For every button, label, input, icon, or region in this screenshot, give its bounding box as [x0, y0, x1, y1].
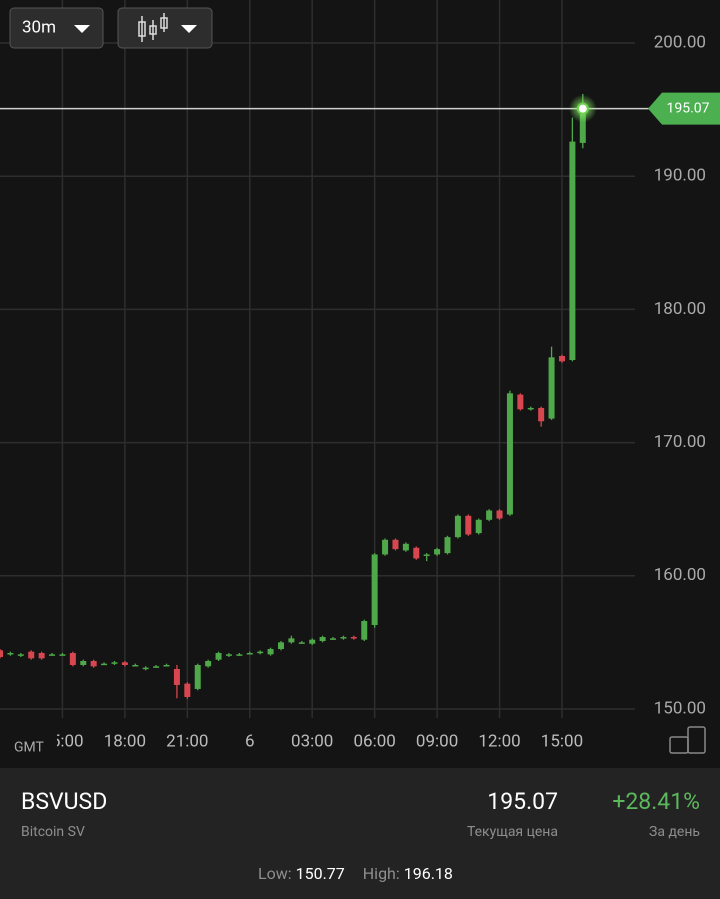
button-bg [9, 7, 104, 49]
candle-body [173, 668, 180, 685]
price-tag-label: 195.07 [666, 100, 709, 116]
candle-body [267, 649, 274, 655]
low: 150.77 [295, 864, 345, 883]
x-tick-label: 18:00 [104, 731, 146, 751]
candle-body [465, 515, 472, 535]
candle-body [205, 660, 212, 667]
candle-body [558, 356, 565, 362]
change-caption: За день [649, 824, 700, 840]
candle-body [17, 654, 24, 656]
x-tick-label: 21:00 [166, 731, 208, 751]
x-tick-label: 15:00 [41, 731, 83, 751]
dropdown-arrow [74, 25, 90, 33]
dropdown-arrow [181, 25, 197, 33]
candle-body [90, 660, 97, 667]
candle-body [142, 667, 149, 670]
y-tick-label: 170.00 [654, 432, 706, 452]
candle-body [49, 654, 56, 656]
price-caption: Текущая цена [466, 824, 558, 840]
candle-body [496, 510, 503, 519]
candle-body [309, 639, 316, 644]
candle-body [413, 547, 420, 559]
candle-body [80, 660, 87, 665]
candle-body [277, 642, 284, 650]
y-tick-label: 200.00 [654, 33, 706, 53]
candle-body [28, 651, 35, 659]
y-tick-label: 180.00 [654, 299, 706, 319]
candle-body [153, 666, 160, 668]
candle-body [246, 653, 253, 655]
price: 195.07 [487, 788, 558, 815]
candle-body [7, 653, 14, 655]
candle-body [548, 357, 555, 419]
chart: 150.00 160.00 170.00 180.00 190.00 200.00 15:… [0, 0, 720, 756]
x-tick-label: 03:00 [291, 731, 333, 751]
candle-body [538, 407, 545, 422]
x-tick-label: 12:00 [478, 731, 520, 751]
candle-body [423, 554, 430, 556]
candle-body [382, 539, 389, 555]
rotate-icon[interactable] [669, 726, 706, 754]
x-tick-label: 09:00 [416, 731, 458, 751]
candle-body [38, 653, 45, 659]
y-tick-label: 190.00 [654, 166, 706, 186]
candle-body [0, 650, 3, 658]
x-tick-label: 06:00 [353, 731, 395, 751]
candle-body [298, 642, 305, 644]
candle-body [371, 554, 378, 626]
info-panel: BSVUSD Bitcoin SV 195.07 Текущая цена +2… [0, 768, 720, 899]
high: 196.18 [403, 864, 453, 883]
low-label: Low: [258, 864, 292, 883]
candle-body [288, 638, 295, 643]
candle-body [59, 654, 66, 656]
candle-body [527, 407, 534, 410]
candle-body [454, 515, 461, 538]
candle-body [350, 637, 357, 639]
candle-body [215, 653, 222, 660]
timeframe: 30m [22, 17, 56, 37]
candle-body [361, 621, 368, 640]
symbol: BSVUSD [21, 788, 108, 815]
candle-body [506, 393, 513, 515]
x-tick-label: 6 [245, 731, 255, 751]
y-tick-label: 160.00 [654, 565, 706, 585]
candle-body [340, 637, 347, 639]
candle-body [225, 654, 232, 656]
price-tag [648, 92, 720, 125]
x-tick-label: 15:00 [541, 731, 583, 751]
candle-body [392, 539, 399, 550]
price-dot [576, 102, 589, 115]
candle-body [101, 663, 108, 666]
high-label: High: [362, 864, 400, 883]
candle-body [330, 638, 337, 640]
candle-body [402, 543, 409, 551]
candle-body [111, 662, 118, 664]
timeframe-button[interactable]: 30m [9, 7, 104, 49]
candle-body [475, 519, 482, 534]
candle-body [444, 537, 451, 554]
candle-body [257, 651, 264, 654]
candle-body [517, 394, 524, 410]
candle-body [163, 664, 170, 667]
candle-body [579, 108, 586, 143]
candle-icon [138, 13, 168, 42]
timezone: GMT [14, 740, 45, 756]
candle-body [236, 654, 243, 656]
candle-body [319, 637, 326, 642]
candle-body [434, 549, 441, 555]
chart-type-button[interactable] [117, 7, 213, 49]
candle-body [486, 510, 493, 520]
instrument-name: Bitcoin SV [21, 824, 85, 840]
candle-body [194, 664, 201, 689]
candle-body [69, 653, 76, 665]
candle-body [121, 662, 128, 665]
candle-body [569, 141, 576, 360]
candle-body [184, 683, 191, 697]
candle-body [132, 664, 139, 667]
y-tick-label: 150.00 [654, 698, 706, 718]
change: +28.41% [612, 788, 700, 815]
